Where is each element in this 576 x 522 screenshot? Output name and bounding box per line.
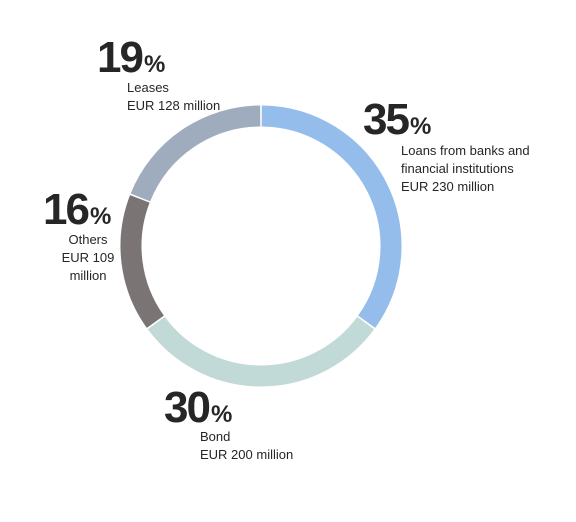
donut-slice-leases: [130, 105, 261, 202]
slice-label-loans-line-3: EUR 230 million: [401, 179, 495, 194]
slice-label-leases-line-1: Leases: [127, 80, 169, 95]
pct-sign-loans: %: [409, 113, 432, 140]
pct-number-others: 16: [43, 185, 90, 234]
donut-slice-others: [120, 195, 165, 328]
pct-number-leases: 19: [97, 33, 144, 82]
pct-number-bond: 30: [164, 383, 211, 432]
pct-sign-others: %: [89, 203, 112, 230]
slice-label-leases: Leases EUR 128 million: [127, 79, 220, 115]
pct-label-loans: 35%: [363, 98, 431, 142]
pct-label-leases: 19%: [97, 36, 165, 80]
pct-label-bond: 30%: [164, 386, 232, 430]
pct-sign-bond: %: [210, 401, 233, 428]
slice-label-leases-line-2: EUR 128 million: [127, 98, 221, 113]
slice-label-loans: Loans from banks and financial instituti…: [401, 142, 530, 196]
slice-label-others-line-1: Others: [68, 232, 108, 247]
slice-label-bond-line-1: Bond: [200, 429, 231, 444]
pct-sign-leases: %: [143, 51, 166, 78]
donut-slice-bond: [147, 316, 375, 387]
slice-label-bond-line-2: EUR 200 million: [200, 447, 294, 462]
slice-label-others: Others EUR 109 million: [56, 231, 120, 285]
donut-slice-loans: [261, 105, 402, 328]
slice-label-loans-line-1: Loans from banks and: [401, 143, 530, 158]
slice-label-loans-line-2: financial institutions: [401, 161, 514, 176]
slice-label-others-line-2: EUR 109: [61, 250, 115, 265]
slice-label-others-line-3: million: [69, 268, 107, 283]
pct-label-others: 16%: [43, 188, 111, 232]
slice-label-bond: Bond EUR 200 million: [200, 428, 293, 464]
pct-number-loans: 35: [363, 95, 410, 144]
